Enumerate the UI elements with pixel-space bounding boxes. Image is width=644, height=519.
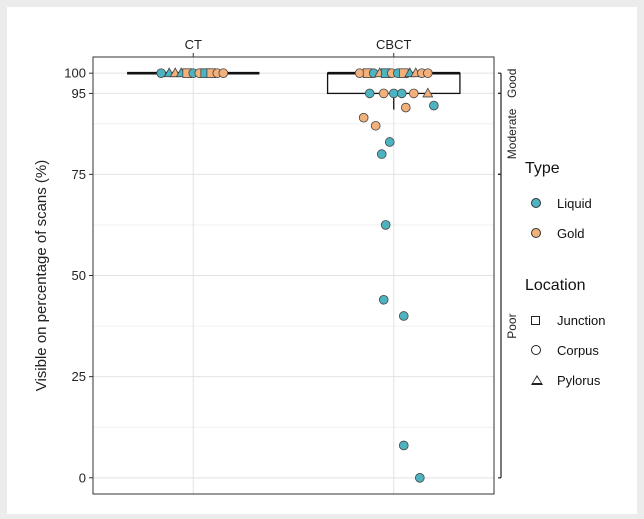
data-point-liquid-corpus <box>156 68 166 78</box>
data-point-gold-corpus <box>423 68 433 78</box>
scatter-box-chart: 0 25 50 75 95 100 CT CBCT Visible on percentage … <box>33 37 519 495</box>
legend-item-label: Pylorus <box>557 372 601 388</box>
legend-item-label: Junction <box>557 312 606 328</box>
circle-shape-icon <box>531 345 541 355</box>
y-tick-label: 100 <box>64 66 86 81</box>
x-tick-label: CBCT <box>376 37 411 52</box>
legend-location-title: Location <box>525 277 586 294</box>
legend-type-title: Type <box>525 160 560 177</box>
y-tick-label: 75 <box>72 167 86 182</box>
y-tick-label: 25 <box>72 369 86 384</box>
legend-item-label: Corpus <box>557 342 599 358</box>
data-point-gold-corpus <box>408 88 419 99</box>
legend-item-label: Liquid <box>557 195 592 211</box>
y-tick-label: 95 <box>72 86 86 101</box>
legend-item-label: Gold <box>557 225 585 241</box>
x-tick-label: CT <box>185 37 202 52</box>
data-point-liquid-corpus <box>364 88 375 99</box>
y-axis-label: Visible on percentage of scans (%) <box>33 160 50 392</box>
data-point-gold-corpus <box>358 112 369 123</box>
data-point-gold-corpus <box>378 88 389 99</box>
data-point-liquid-corpus <box>415 473 425 483</box>
y-tick-label: 0 <box>79 470 86 485</box>
figure-panel: 0 25 50 75 95 100 CT CBCT Visible on percentage … <box>7 7 637 514</box>
band-label: Good <box>505 69 519 98</box>
legend-type: Type Liquid Gold <box>525 160 592 248</box>
legend-item-gold: Gold <box>525 218 592 248</box>
y-tick-label: 50 <box>72 268 86 283</box>
data-point-liquid-corpus <box>378 294 389 305</box>
data-point-liquid-corpus <box>396 88 407 99</box>
band-poor: Poor <box>498 173 519 479</box>
band-moderate: Moderate <box>498 92 519 175</box>
data-point-liquid-corpus <box>384 137 395 147</box>
triangle-shape-icon <box>531 375 543 385</box>
gold-swatch-icon <box>531 228 541 238</box>
data-point-liquid-corpus <box>398 311 409 321</box>
liquid-swatch-icon <box>531 198 541 208</box>
data-point-gold-corpus <box>354 68 365 78</box>
data-point-liquid-corpus <box>398 440 409 451</box>
data-point-gold-corpus <box>370 120 381 131</box>
data-point-liquid-corpus <box>429 100 439 111</box>
data-point-gold-corpus <box>400 102 411 113</box>
legend-location: Location Junction Corpus Pylorus <box>525 277 605 395</box>
data-point-liquid-corpus <box>376 149 387 159</box>
band-label: Moderate <box>505 108 519 159</box>
data-point-gold-pylorus <box>422 87 434 98</box>
data-point-liquid-corpus <box>388 88 399 99</box>
legend-item-corpus: Corpus <box>525 335 605 365</box>
square-shape-icon <box>531 315 540 325</box>
plot-border <box>92 56 495 495</box>
data-point-gold-corpus <box>218 68 229 78</box>
legend-item-pylorus: Pylorus <box>525 365 605 395</box>
band-label: Poor <box>505 313 519 338</box>
legend-item-junction: Junction <box>525 305 605 335</box>
data-point-liquid-corpus <box>380 220 391 230</box>
legend-item-liquid: Liquid <box>525 188 592 218</box>
